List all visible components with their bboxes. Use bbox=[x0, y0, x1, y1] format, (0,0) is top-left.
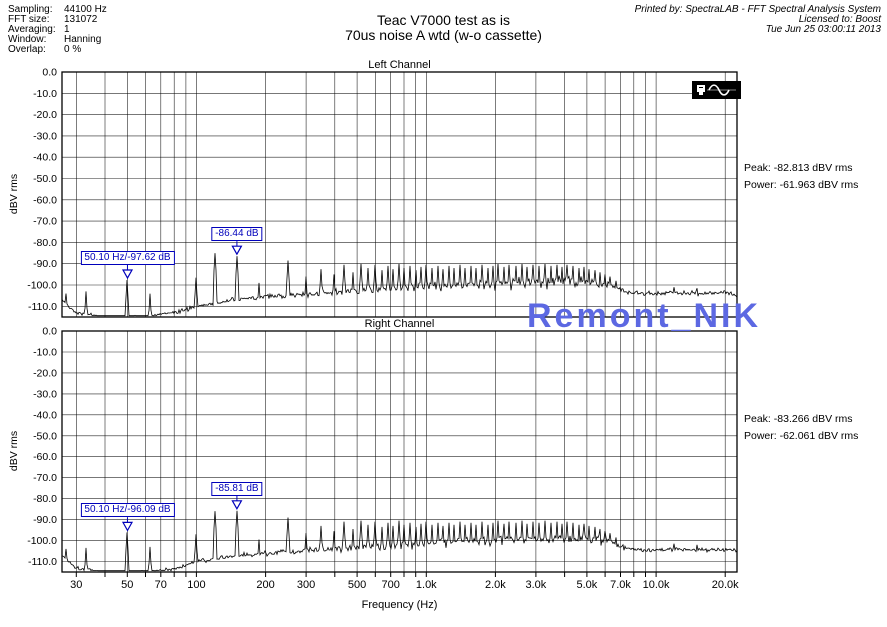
x-tick-label: 7.0k bbox=[610, 579, 631, 591]
y-tick-label: -30.0 bbox=[33, 388, 57, 400]
y-tick-label: -100.0 bbox=[27, 535, 57, 547]
x-tick-label: 3.0k bbox=[526, 579, 547, 591]
x-tick-label: 70 bbox=[155, 579, 167, 591]
waveform-tool-icon[interactable] bbox=[692, 81, 741, 99]
left-channel-title: Left Channel bbox=[368, 59, 431, 71]
x-tick-label: 20.0k bbox=[712, 579, 739, 591]
y-tick-label: -90.0 bbox=[33, 514, 57, 526]
param-averaging: Averaging: 1 bbox=[8, 25, 107, 35]
left-channel-stats: Peak: -82.813 dBV rms Power: -61.963 dBV… bbox=[744, 160, 858, 194]
x-tick-label: 30 bbox=[70, 579, 82, 591]
spectrum-trace bbox=[61, 510, 738, 572]
marker-triangle-icon bbox=[121, 521, 134, 532]
param-label: Overlap: bbox=[8, 44, 46, 55]
spectrum-trace bbox=[61, 253, 738, 317]
y-tick-label: -110.0 bbox=[28, 556, 57, 568]
param-value: Hanning bbox=[64, 34, 102, 45]
chart-right-channel: 0.0 -10.0 -20.0 -30.0 -40.0 -50.0 -60.0 -70.0 -8… bbox=[27, 326, 738, 573]
x-tick-label: 100 bbox=[187, 579, 205, 591]
y-tick-label: -10.0 bbox=[33, 88, 57, 100]
y-tick-label: -90.0 bbox=[33, 258, 57, 270]
y-tick-label: -50.0 bbox=[33, 430, 57, 442]
y-tick-label: -100.0 bbox=[27, 280, 57, 292]
document-title: Teac V7000 test as is 70us noise A wtd (… bbox=[200, 13, 687, 43]
y-tick-label: -70.0 bbox=[33, 472, 57, 484]
right-channel-title: Right Channel bbox=[364, 318, 435, 330]
x-tick-label: 500 bbox=[348, 579, 366, 591]
x-tick-label: 5.0k bbox=[577, 579, 598, 591]
param-fft-size: FFT size: 131072 bbox=[8, 15, 107, 25]
peak-readout: Peak: -82.813 dBV rms bbox=[744, 162, 853, 174]
x-tick-label: 700 bbox=[382, 579, 400, 591]
watermark: Remont_NIK bbox=[527, 297, 762, 335]
x-tick-label: 200 bbox=[256, 579, 274, 591]
param-value: 1 bbox=[64, 24, 70, 35]
param-label: FFT size: bbox=[8, 14, 50, 25]
y-tick-label: -60.0 bbox=[33, 451, 57, 463]
printed-by-text: Printed by: SpectraLAB - FFT Spectral An… bbox=[634, 4, 881, 15]
param-window: Window: Hanning bbox=[8, 35, 107, 45]
plot-border bbox=[61, 330, 738, 573]
x-tick-label: 2.0k bbox=[485, 579, 506, 591]
param-sampling: Sampling: 44100 Hz bbox=[8, 5, 107, 15]
right-channel-stats: Peak: -83.266 dBV rms Power: -62.061 dBV… bbox=[744, 411, 858, 445]
y-tick-label: -50.0 bbox=[33, 173, 57, 185]
y-tick-label: -30.0 bbox=[33, 130, 57, 142]
title-line-1: Teac V7000 test as is bbox=[376, 12, 511, 28]
x-tick-label: 10.0k bbox=[643, 579, 670, 591]
marker-triangle-icon bbox=[231, 500, 243, 511]
marker-triangle-icon bbox=[121, 269, 134, 280]
licensed-to-text: Licensed to: Boost bbox=[798, 14, 881, 25]
x-tick-label: 50 bbox=[121, 579, 133, 591]
param-value: 131072 bbox=[64, 14, 98, 25]
power-readout: Power: -62.061 dBV rms bbox=[744, 430, 859, 442]
cursor-readout-label[interactable]: 50.10 Hz/-96.09 dB bbox=[80, 503, 175, 518]
param-value: 44100 Hz bbox=[64, 4, 107, 15]
y-tick-label: 0.0 bbox=[42, 326, 57, 338]
x-axis-label: Frequency (Hz) bbox=[361, 599, 438, 611]
y-tick-label: -80.0 bbox=[33, 493, 57, 505]
y-tick-label: -20.0 bbox=[33, 109, 57, 121]
y-tick-label: -40.0 bbox=[33, 152, 57, 164]
power-readout: Power: -61.963 dBV rms bbox=[744, 179, 859, 191]
y-tick-label: -40.0 bbox=[33, 409, 57, 421]
param-overlap: Overlap: 0 % bbox=[8, 45, 107, 55]
print-datetime: Tue Jun 25 03:00:11 2013 bbox=[765, 24, 881, 35]
param-label: Window: bbox=[8, 34, 47, 45]
param-label: Sampling: bbox=[8, 4, 53, 15]
x-tick-label: 300 bbox=[297, 579, 315, 591]
param-label: Averaging: bbox=[8, 24, 56, 35]
cursor-readout-label[interactable]: 50.10 Hz/-97.62 dB bbox=[80, 251, 175, 265]
param-value: 0 % bbox=[64, 44, 82, 55]
y-tick-label: -60.0 bbox=[33, 194, 57, 206]
y-tick-label: -20.0 bbox=[33, 367, 57, 379]
y-tick-label: -10.0 bbox=[33, 347, 57, 359]
cursor-readout-label[interactable]: -86.44 dB bbox=[211, 227, 263, 242]
marker-triangle-icon bbox=[231, 245, 243, 256]
plot-border bbox=[61, 71, 738, 318]
print-info: Printed by: SpectraLAB - FFT Spectral An… bbox=[635, 5, 881, 35]
y-tick-label: 0.0 bbox=[42, 67, 57, 79]
y-tick-label: -110.0 bbox=[28, 301, 57, 313]
y-tick-label: -70.0 bbox=[33, 216, 57, 228]
waveform-glyph bbox=[697, 84, 736, 96]
acquisition-params: Sampling: 44100 Hz FFT size: 131072 Aver… bbox=[8, 5, 107, 55]
y-tick-label: -80.0 bbox=[33, 237, 57, 249]
title-line-2: 70us noise A wtd (w-o cassette) bbox=[345, 27, 542, 43]
x-tick-label: 1.0k bbox=[416, 579, 437, 591]
cursor-readout-label[interactable]: -85.81 dB bbox=[211, 481, 263, 496]
peak-readout: Peak: -83.266 dBV rms bbox=[744, 413, 853, 425]
chart-left-channel: 0.0 -10.0 -20.0 -30.0 -40.0 -50.0 -60.0 -70.0 -8… bbox=[27, 67, 738, 318]
